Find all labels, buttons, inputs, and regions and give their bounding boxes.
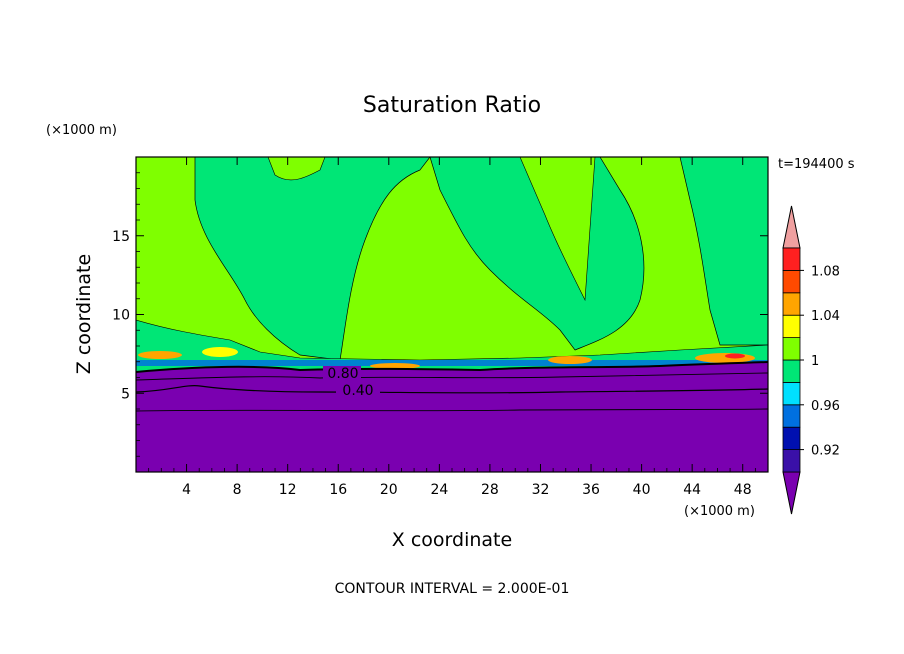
x-tick-label: 4: [182, 482, 191, 498]
x-tick-label: 40: [633, 482, 651, 498]
colorbar-over-arrow: [782, 205, 801, 249]
x-tick-label: 48: [734, 482, 752, 498]
colorbar-tick-label: 1: [811, 354, 819, 369]
region-4: [679, 157, 768, 346]
x-unit-label: (×1000 m): [684, 504, 755, 519]
patch-2: [202, 347, 238, 357]
plot-field: [136, 157, 768, 472]
contour-line-4: [136, 408, 768, 412]
colorbar-tick-label: 0.92: [811, 444, 840, 459]
contour-line-2: [136, 372, 768, 381]
colorbar-band: [782, 247, 801, 271]
colorbar-band: [782, 359, 801, 383]
y-axis-label: Z coordinate: [73, 254, 95, 374]
colorbar: 0.92 0.96 1 1.04 1.08: [782, 205, 840, 515]
x-axis-label: X coordinate: [392, 529, 512, 551]
y-tick-label: 5: [121, 386, 130, 402]
colorbar-band: [782, 314, 801, 339]
patch-4: [548, 356, 592, 364]
y-axis: 5 10 15: [112, 172, 768, 457]
x-tick-label: 12: [279, 482, 297, 498]
x-tick-label: 24: [430, 482, 448, 498]
colorbar-under-arrow: [782, 471, 801, 515]
contour-label-bg-1: [323, 366, 361, 380]
contour-line-3: [136, 385, 768, 394]
patch-5: [695, 353, 755, 363]
x-tick-label: 16: [329, 482, 347, 498]
x-tick-label: 20: [380, 482, 398, 498]
x-tick-label: 28: [481, 482, 499, 498]
colorbar-tick-label: 1.04: [811, 309, 840, 324]
contour-label-1: 0.80: [327, 366, 358, 382]
patch-6: [725, 353, 745, 359]
colorbar-band: [782, 426, 801, 451]
patch-3: [370, 363, 420, 369]
chart-title: Saturation Ratio: [363, 93, 541, 118]
contour-line-1: [136, 361, 768, 373]
x-tick-label: 44: [683, 482, 701, 498]
y-tick-label: 10: [112, 308, 130, 324]
x-axis: 4 8 12 16 20 24 28 32 36 40 44 48: [148, 157, 756, 498]
colorbar-tick-label: 0.96: [811, 399, 840, 414]
contour-label-bg-2: [336, 383, 380, 397]
colorbar-tick-label: 1.08: [811, 264, 840, 279]
colorbar-band: [782, 404, 801, 428]
contour-label-2: 0.40: [342, 383, 373, 399]
colorbar-band: [782, 449, 801, 473]
lower-layer-fill: [136, 362, 768, 472]
y-tick-label: 15: [112, 229, 130, 245]
contour-interval-footer: CONTOUR INTERVAL = 2.000E-01: [335, 581, 570, 597]
x-tick-label: 32: [532, 482, 550, 498]
y-unit-label: (×1000 m): [46, 123, 117, 138]
colorbar-band: [782, 381, 801, 406]
colorbar-band: [782, 269, 801, 294]
x-tick-label: 36: [582, 482, 600, 498]
time-label: t=194400 s: [778, 157, 855, 172]
patch-1: [138, 351, 182, 359]
region-7: [136, 360, 768, 366]
x-tick-label: 8: [233, 482, 242, 498]
colorbar-band: [782, 337, 801, 361]
colorbar-band: [782, 292, 801, 316]
region-5: [267, 157, 326, 181]
region-3: [519, 157, 596, 302]
region-6: [136, 319, 768, 373]
